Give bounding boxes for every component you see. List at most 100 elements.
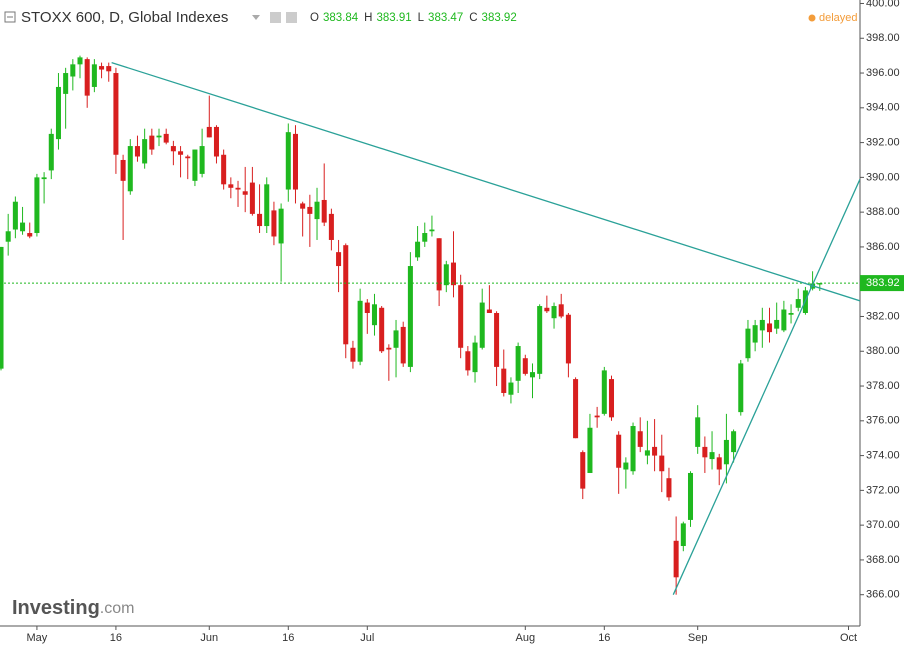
- candle-body: [84, 59, 90, 96]
- x-tick-label: Jun: [200, 632, 218, 644]
- y-tick-label: 386.00: [866, 241, 900, 253]
- y-tick-label: 388.00: [866, 206, 900, 218]
- candle-body: [314, 201, 320, 220]
- candle-body: [242, 191, 248, 195]
- candle-body: [55, 86, 61, 140]
- candle-body: [142, 139, 148, 164]
- x-tick-label: Sep: [688, 632, 708, 644]
- plot: [0, 55, 860, 595]
- y-tick-label: 380.00: [866, 345, 900, 357]
- candle-body: [199, 146, 205, 174]
- candle-body: [673, 540, 679, 578]
- candle-body: [680, 523, 686, 547]
- candle-body: [63, 73, 69, 94]
- candle-body: [465, 351, 471, 371]
- candle-body: [458, 285, 464, 348]
- candle-body: [12, 201, 18, 230]
- y-tick-label: 372.00: [866, 484, 900, 496]
- candle-body: [336, 252, 342, 267]
- candle-body: [307, 206, 313, 214]
- candle-body: [616, 434, 622, 468]
- logo: Investing.com: [12, 597, 134, 619]
- candle-body: [695, 417, 701, 447]
- candle-body: [637, 431, 643, 447]
- candle-body: [429, 229, 435, 232]
- ohlc-value: 383.84: [323, 12, 359, 24]
- trendline: [111, 61, 860, 302]
- candle-body: [379, 307, 385, 352]
- candle-body: [537, 306, 543, 374]
- x-tick-label: Oct: [840, 632, 857, 644]
- candle-body: [77, 57, 83, 65]
- last-price-label: 383.92: [866, 277, 900, 289]
- candle-body: [565, 314, 571, 364]
- candle-body: [386, 347, 392, 350]
- candle-body: [752, 325, 758, 343]
- x-tick-label: May: [27, 632, 48, 644]
- candle-body: [257, 213, 263, 227]
- candle-body: [745, 328, 751, 359]
- x-tick-label: 16: [598, 632, 610, 644]
- candle-body: [652, 446, 658, 456]
- chart-title: STOXX 600, D, Global Indexes: [21, 9, 228, 26]
- candle-body: [271, 210, 277, 237]
- x-tick-label: Jul: [360, 632, 374, 644]
- y-tick-label: 390.00: [866, 171, 900, 183]
- ohlc-value: 383.91: [376, 12, 411, 24]
- last-price-tag: [860, 275, 904, 292]
- y-tick-label: 398.00: [866, 32, 900, 44]
- y-tick-label: 374.00: [866, 449, 900, 461]
- y-tick-label: 392.00: [866, 136, 900, 148]
- status: delayed: [819, 12, 858, 24]
- candle-body: [371, 304, 377, 326]
- dropdown-arrow[interactable]: [252, 15, 260, 20]
- settings-icon[interactable]: [286, 12, 297, 23]
- candle-body: [292, 133, 298, 190]
- candle-body: [400, 326, 406, 364]
- candle-body: [99, 66, 105, 70]
- candle-body: [127, 146, 133, 192]
- candle-body: [558, 304, 564, 317]
- candle-body: [0, 246, 4, 369]
- candle-body: [687, 472, 694, 520]
- candle-body: [20, 222, 26, 232]
- candle-body: [573, 379, 579, 439]
- candle-body: [529, 372, 536, 378]
- candle-body: [774, 319, 780, 329]
- collapse-icon[interactable]: [4, 11, 16, 23]
- candle-body: [163, 133, 169, 143]
- candle-body: [278, 208, 284, 244]
- candle-body: [766, 323, 773, 333]
- candle-body: [608, 379, 615, 418]
- candle-body: [328, 213, 334, 240]
- trendline: [672, 178, 860, 595]
- candle-body: [501, 368, 507, 393]
- candle-body: [415, 241, 421, 258]
- candle-body: [249, 182, 255, 214]
- status-dot: [808, 14, 816, 22]
- y-tick-label: 396.00: [866, 67, 900, 79]
- candle-body: [723, 439, 729, 465]
- candle-body: [357, 300, 363, 362]
- candle-body: [580, 452, 586, 489]
- candle-body: [486, 309, 492, 313]
- settings-icon[interactable]: [270, 12, 281, 23]
- x-tick-label: Aug: [516, 632, 536, 644]
- candle-body: [788, 313, 794, 315]
- y-tick-label: 394.00: [866, 102, 900, 114]
- candle-body: [149, 135, 155, 150]
- candle-body: [285, 132, 291, 190]
- candle-body: [659, 455, 665, 472]
- candle-body: [321, 199, 327, 223]
- candle-body: [630, 426, 636, 472]
- ohlc-value: 383.47: [428, 12, 463, 24]
- candle-body: [472, 342, 478, 373]
- ohlc-letter: L: [418, 12, 425, 24]
- candle-body: [221, 154, 227, 185]
- candle-body: [407, 266, 413, 367]
- candle-body: [759, 319, 765, 331]
- candle-body: [343, 245, 349, 345]
- candle-body: [106, 66, 112, 72]
- candle-body: [817, 283, 823, 285]
